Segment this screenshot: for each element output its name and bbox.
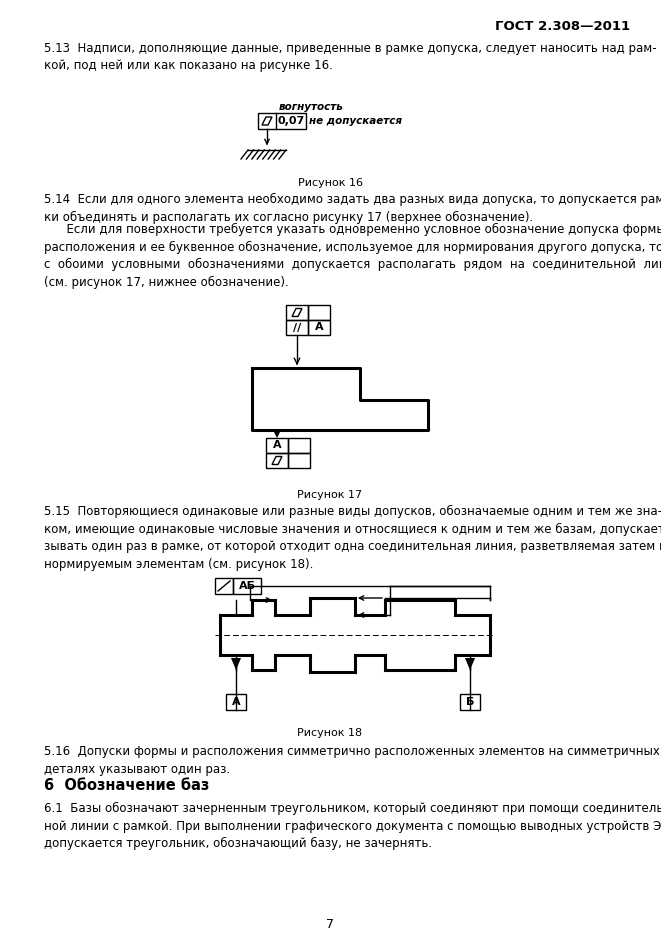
Bar <box>288 453 310 468</box>
Bar <box>308 320 330 335</box>
Bar <box>215 578 233 594</box>
Text: А: А <box>232 697 241 707</box>
Bar <box>258 113 306 129</box>
Bar <box>286 305 308 320</box>
Polygon shape <box>465 658 475 670</box>
Text: 5.14  Если для одного элемента необходимо задать два разных вида допуска, то доп: 5.14 Если для одного элемента необходимо… <box>44 193 661 224</box>
Text: A: A <box>273 441 282 450</box>
Bar <box>266 438 288 453</box>
Text: A: A <box>315 323 323 332</box>
Text: Если для поверхности требуется указать одновременно условное обозначение допуска: Если для поверхности требуется указать о… <box>44 223 661 289</box>
Bar <box>233 578 261 594</box>
Text: Рисунок 16: Рисунок 16 <box>297 178 362 188</box>
Text: Рисунок 18: Рисунок 18 <box>297 728 363 738</box>
Text: 6.1  Базы обозначают зачерненным треугольником, который соединяют при помощи сое: 6.1 Базы обозначают зачерненным треуголь… <box>44 802 661 850</box>
Polygon shape <box>274 431 280 438</box>
Polygon shape <box>231 658 241 670</box>
Text: Б: Б <box>466 697 474 707</box>
Bar <box>288 438 310 453</box>
Text: 6  Обозначение баз: 6 Обозначение баз <box>44 778 210 793</box>
Bar <box>286 320 308 335</box>
Bar <box>266 453 288 468</box>
Text: ГОСТ 2.308—2011: ГОСТ 2.308—2011 <box>495 20 630 33</box>
Text: 5.15  Повторяющиеся одинаковые или разные виды допусков, обозначаемые одним и те: 5.15 Повторяющиеся одинаковые или разные… <box>44 505 661 571</box>
Text: АБ: АБ <box>239 581 256 591</box>
Text: вогнутость: вогнутость <box>279 102 343 112</box>
Text: 5.16  Допуски формы и расположения симметрично расположенных элементов на симмет: 5.16 Допуски формы и расположения симмет… <box>44 745 660 776</box>
Text: Рисунок 17: Рисунок 17 <box>297 490 363 500</box>
Bar <box>460 694 480 710</box>
Bar <box>308 305 330 320</box>
Text: 5.13  Надписи, дополняющие данные, приведенные в рамке допуска, следует наносить: 5.13 Надписи, дополняющие данные, привед… <box>44 42 656 72</box>
Text: //: // <box>293 323 301 332</box>
Bar <box>226 694 246 710</box>
Text: не допускается: не допускается <box>309 116 402 126</box>
Text: 7: 7 <box>326 918 334 931</box>
Text: 0,07: 0,07 <box>278 116 305 126</box>
